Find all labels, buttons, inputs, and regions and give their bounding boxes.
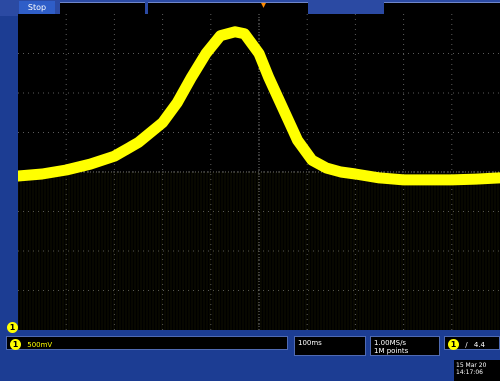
trigger-position-icon: ▾ xyxy=(261,0,267,11)
channel1-ground-marker[interactable]: 1 xyxy=(7,322,18,333)
waveform-graticule xyxy=(12,14,500,330)
channel1-waveform xyxy=(12,26,500,186)
date-time-readout: 15 Mar 20 14:17:06 xyxy=(454,360,500,381)
top-bar-segment xyxy=(384,2,500,15)
channel1-readout[interactable]: 1 500mV xyxy=(6,336,288,350)
channel1-scale: 500mV xyxy=(27,340,53,349)
trigger-slope-icon: / xyxy=(465,340,468,349)
channel1-badge: 1 xyxy=(10,339,21,350)
acquisition-readout[interactable]: 1.00MS/s 1M points xyxy=(370,336,440,356)
waveform-display[interactable] xyxy=(12,14,500,330)
acquisition-status[interactable]: Stop xyxy=(19,1,55,14)
trigger-readout[interactable]: 1 / 4.4 xyxy=(444,336,500,350)
trigger-source-badge: 1 xyxy=(448,339,459,350)
sample-rate: 1.00MS/s xyxy=(374,339,407,347)
top-bar-segment xyxy=(148,2,308,15)
time-per-division: 100ms xyxy=(298,339,322,347)
top-status-bar: Stop ▾ xyxy=(0,0,500,16)
date: 15 Mar 20 xyxy=(456,362,487,369)
top-bar-segment xyxy=(60,2,145,15)
horizontal-readout[interactable]: 100ms xyxy=(294,336,366,356)
record-length: 1M points xyxy=(374,347,409,355)
time: 14:17:06 xyxy=(456,369,483,376)
trigger-level: 4.4 xyxy=(473,340,485,349)
